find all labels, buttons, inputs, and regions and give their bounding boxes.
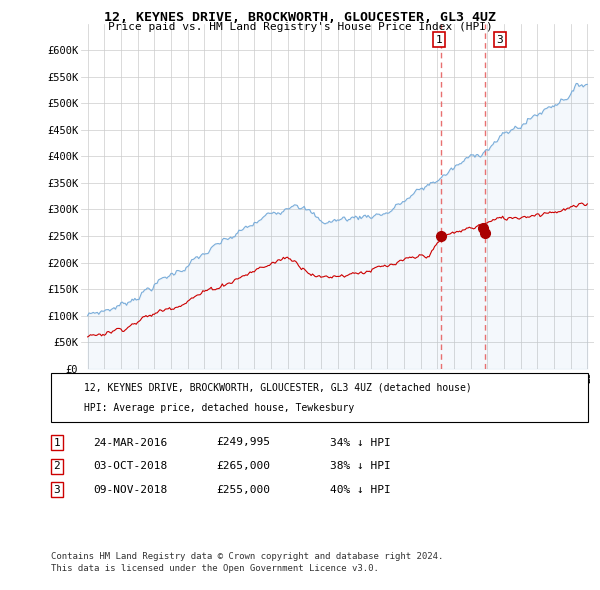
Text: 12, KEYNES DRIVE, BROCKWORTH, GLOUCESTER, GL3 4UZ (detached house): 12, KEYNES DRIVE, BROCKWORTH, GLOUCESTER… [84, 382, 472, 392]
Text: 1: 1 [436, 35, 442, 44]
Text: 40% ↓ HPI: 40% ↓ HPI [330, 485, 391, 494]
Text: 34% ↓ HPI: 34% ↓ HPI [330, 438, 391, 447]
Text: £255,000: £255,000 [216, 485, 270, 494]
Text: 12, KEYNES DRIVE, BROCKWORTH, GLOUCESTER, GL3 4UZ: 12, KEYNES DRIVE, BROCKWORTH, GLOUCESTER… [104, 11, 496, 24]
Text: 24-MAR-2016: 24-MAR-2016 [93, 438, 167, 447]
Text: £249,995: £249,995 [216, 438, 270, 447]
Text: 38% ↓ HPI: 38% ↓ HPI [330, 461, 391, 471]
Text: Contains HM Land Registry data © Crown copyright and database right 2024.: Contains HM Land Registry data © Crown c… [51, 552, 443, 561]
Text: 3: 3 [53, 485, 61, 494]
Text: 09-NOV-2018: 09-NOV-2018 [93, 485, 167, 494]
Text: HPI: Average price, detached house, Tewkesbury: HPI: Average price, detached house, Tewk… [84, 404, 354, 414]
Text: 2: 2 [53, 461, 61, 471]
Text: 1: 1 [53, 438, 61, 447]
Text: 3: 3 [497, 35, 503, 44]
Text: £265,000: £265,000 [216, 461, 270, 471]
Text: 03-OCT-2018: 03-OCT-2018 [93, 461, 167, 471]
Text: Price paid vs. HM Land Registry's House Price Index (HPI): Price paid vs. HM Land Registry's House … [107, 22, 493, 32]
Text: This data is licensed under the Open Government Licence v3.0.: This data is licensed under the Open Gov… [51, 564, 379, 573]
